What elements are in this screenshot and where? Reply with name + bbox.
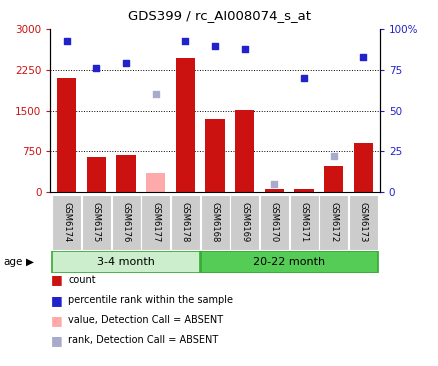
Bar	[111, 195, 140, 250]
Text: GSM6178: GSM6178	[180, 202, 190, 243]
Bar	[170, 195, 200, 250]
Bar	[87, 157, 106, 192]
Text: ■: ■	[50, 294, 62, 307]
Bar	[82, 195, 111, 250]
Bar	[205, 119, 224, 192]
Text: 3-4 month: 3-4 month	[97, 257, 155, 267]
Bar	[353, 143, 372, 192]
Point	[211, 43, 218, 49]
Bar	[348, 195, 377, 250]
Text: ■: ■	[50, 273, 62, 287]
Bar	[230, 195, 259, 250]
Point	[152, 92, 159, 97]
Text: age: age	[4, 257, 23, 267]
Text: rank, Detection Call = ABSENT: rank, Detection Call = ABSENT	[68, 335, 218, 346]
Bar	[141, 195, 170, 250]
Text: 20-22 month: 20-22 month	[253, 257, 325, 267]
Point	[241, 46, 248, 52]
Bar	[146, 173, 165, 192]
Text: percentile rank within the sample: percentile rank within the sample	[68, 295, 233, 305]
Point	[329, 153, 336, 159]
Text: GSM6175: GSM6175	[92, 202, 101, 242]
Bar	[289, 195, 318, 250]
Bar	[318, 195, 347, 250]
Bar	[259, 195, 288, 250]
Bar	[52, 195, 81, 250]
Bar	[294, 189, 313, 192]
Bar	[264, 190, 283, 192]
Bar	[323, 166, 343, 192]
Text: GSM6170: GSM6170	[269, 202, 278, 242]
Bar	[200, 251, 377, 273]
Bar	[235, 110, 254, 192]
Text: GSM6168: GSM6168	[210, 202, 219, 243]
Point	[270, 181, 277, 187]
Text: GSM6173: GSM6173	[358, 202, 367, 243]
Text: GSM6169: GSM6169	[240, 202, 249, 242]
Text: ■: ■	[50, 334, 62, 347]
Text: value, Detection Call = ABSENT: value, Detection Call = ABSENT	[68, 315, 223, 325]
Point	[63, 38, 70, 44]
Text: GSM6171: GSM6171	[299, 202, 308, 242]
Text: GSM6172: GSM6172	[328, 202, 338, 242]
Text: ▶: ▶	[26, 257, 34, 267]
Point	[300, 75, 307, 81]
Text: ■: ■	[50, 314, 62, 327]
Bar	[200, 195, 229, 250]
Bar	[116, 155, 135, 192]
Text: GSM6177: GSM6177	[151, 202, 160, 243]
Text: GSM6174: GSM6174	[62, 202, 71, 242]
Bar	[52, 251, 200, 273]
Bar	[175, 57, 194, 192]
Text: GDS399 / rc_AI008074_s_at: GDS399 / rc_AI008074_s_at	[128, 9, 310, 22]
Point	[93, 66, 100, 71]
Point	[122, 60, 129, 66]
Text: GSM6176: GSM6176	[121, 202, 131, 243]
Point	[181, 38, 188, 44]
Text: count: count	[68, 275, 95, 285]
Bar	[57, 78, 76, 192]
Point	[359, 54, 366, 60]
